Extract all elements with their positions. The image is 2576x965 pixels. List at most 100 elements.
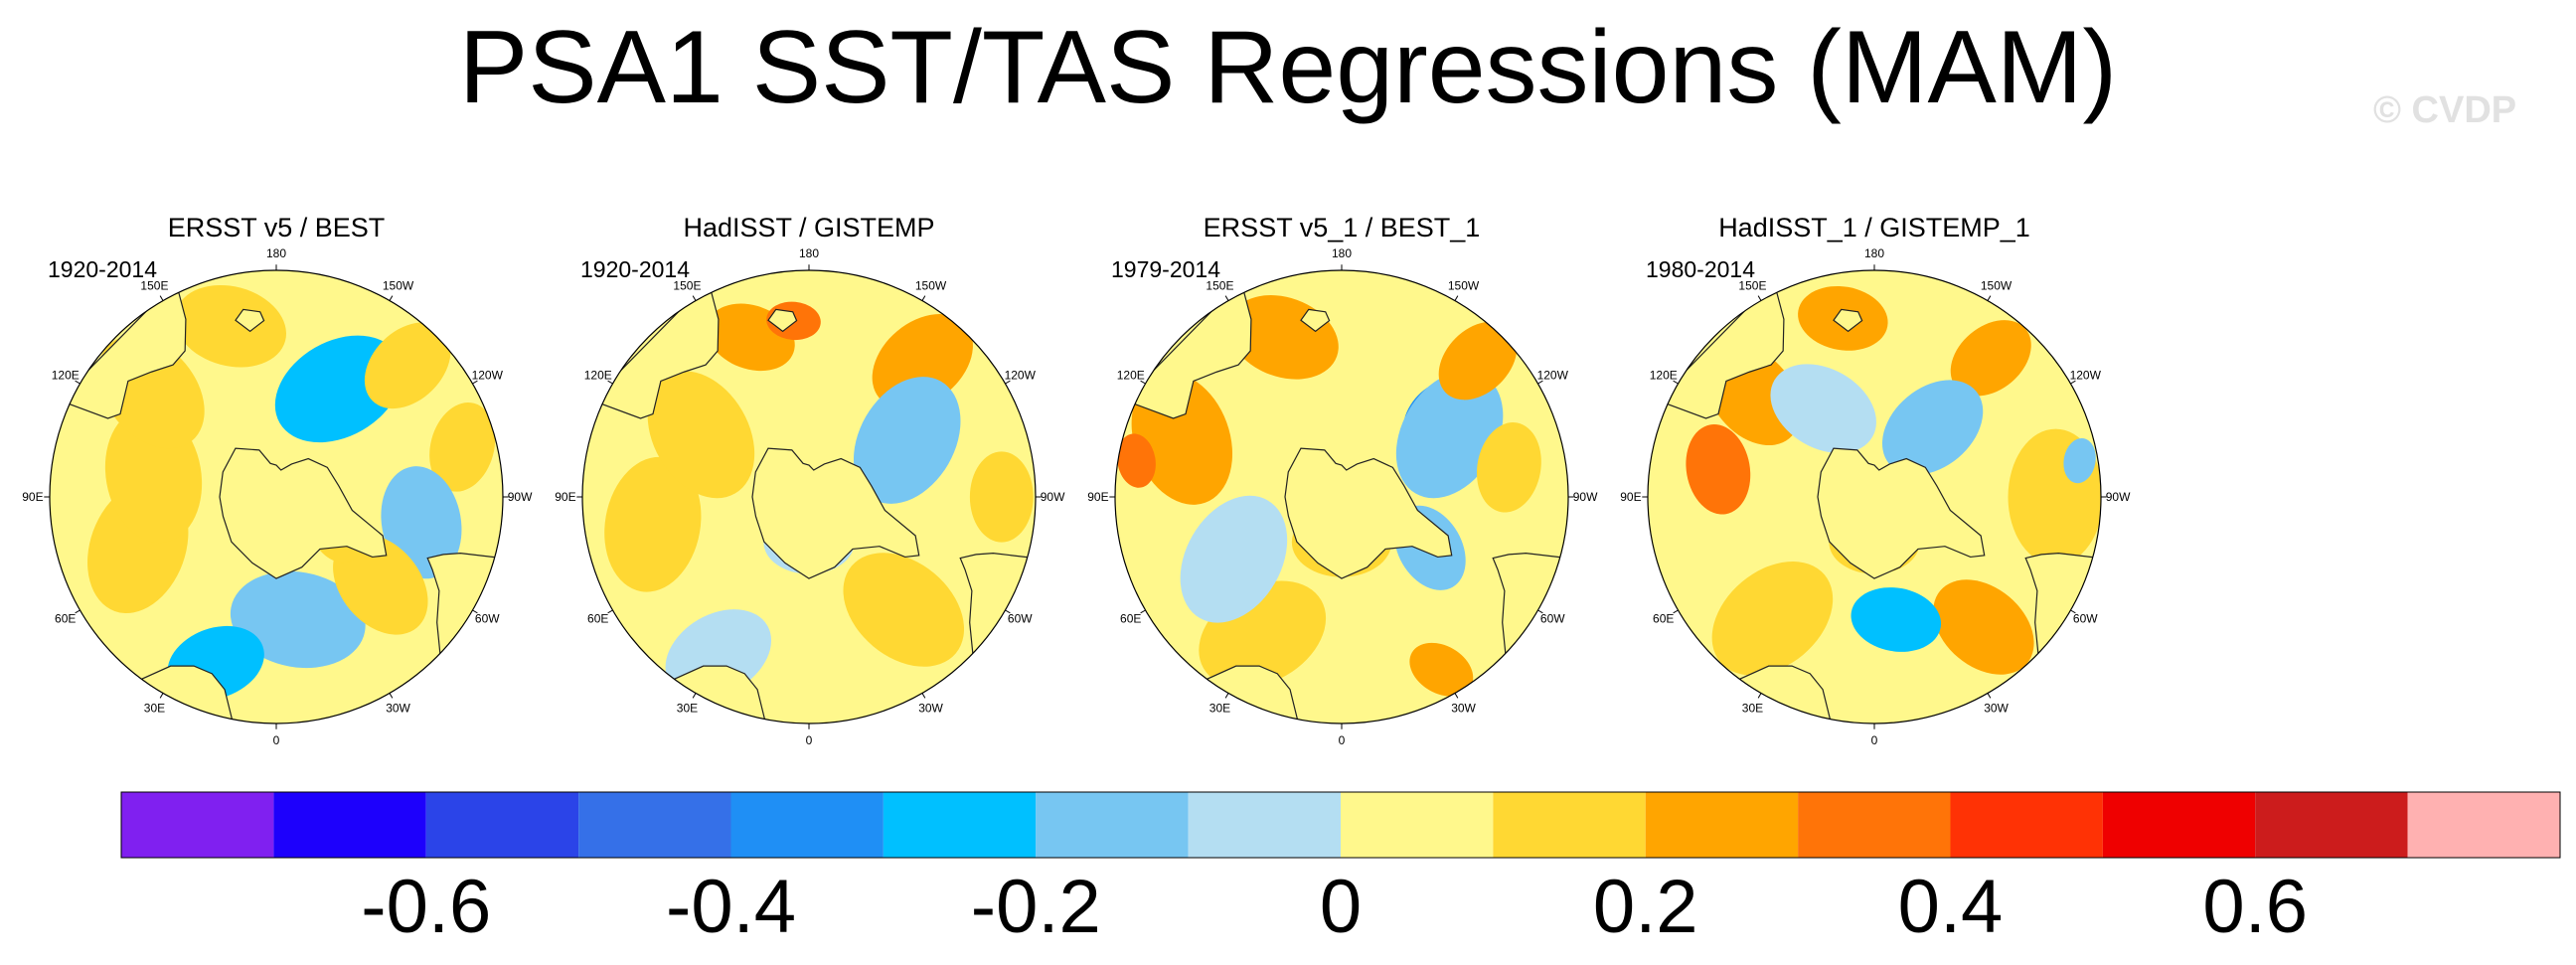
lon-tick bbox=[1224, 295, 1229, 301]
lon-label: 120E bbox=[584, 368, 612, 382]
anomaly-region bbox=[1770, 364, 1876, 453]
coastline bbox=[959, 553, 1036, 671]
colorbar-tick-label: -0.4 bbox=[666, 865, 796, 949]
panel-period: 1980-2014 bbox=[1646, 256, 1755, 282]
lon-tick bbox=[1140, 609, 1146, 614]
panel-title: HadISST / GISTEMP bbox=[683, 213, 934, 242]
lon-tick bbox=[1987, 295, 1992, 301]
coastline bbox=[1656, 279, 1785, 419]
lon-label: 150E bbox=[140, 279, 168, 293]
coastline bbox=[1300, 308, 1331, 333]
colorbar-box bbox=[2255, 792, 2408, 858]
lon-label: 90E bbox=[1620, 490, 1641, 504]
lon-label: 180 bbox=[799, 246, 819, 260]
panel-period: 1920-2014 bbox=[580, 256, 690, 282]
lon-label: 60W bbox=[475, 612, 500, 626]
lon-label: 90E bbox=[1087, 490, 1108, 504]
lon-label: 30E bbox=[144, 701, 165, 715]
map-panel-2: 0 30E 60E 90E 120E 150E 180 150W 120W 90W 60W 30W Ha… bbox=[555, 213, 1065, 747]
colorbar-box bbox=[1341, 792, 1494, 858]
lon-label: 30W bbox=[1451, 701, 1476, 715]
main-title: PSA1 SST/TAS Regressions (MAM) bbox=[458, 10, 2118, 125]
panel-title: ERSST v5 / BEST bbox=[168, 213, 386, 242]
lon-label: 90W bbox=[1573, 490, 1598, 504]
lon-tick bbox=[389, 693, 394, 699]
lon-label: 120E bbox=[52, 368, 80, 382]
lon-label: 90W bbox=[2106, 490, 2131, 504]
lon-label: 30W bbox=[1984, 701, 2009, 715]
lon-label: 0 bbox=[806, 733, 813, 747]
anomaly-region bbox=[174, 284, 286, 368]
lon-tick bbox=[1454, 693, 1459, 699]
coastline bbox=[751, 447, 920, 579]
coastline bbox=[767, 308, 798, 333]
lon-tick bbox=[1140, 380, 1146, 385]
colorbar-box bbox=[730, 792, 884, 858]
lon-tick bbox=[75, 609, 80, 614]
lon-label: 150E bbox=[673, 279, 701, 293]
colorbar-box bbox=[273, 792, 426, 858]
map-panel-1: 0 30E 60E 90E 120E 150E 180 150W 120W 90W 60W 30W ER… bbox=[22, 213, 533, 747]
anomaly-region bbox=[1409, 642, 1474, 697]
lon-label: 60W bbox=[2073, 612, 2098, 626]
lon-label: 180 bbox=[1332, 246, 1352, 260]
colorbar-box bbox=[1188, 792, 1341, 858]
lon-label: 150W bbox=[383, 279, 414, 293]
lon-label: 30W bbox=[386, 701, 410, 715]
anomaly-region bbox=[1686, 424, 1751, 515]
lon-tick bbox=[1537, 609, 1543, 614]
lon-tick bbox=[75, 380, 80, 385]
lon-label: 60E bbox=[1120, 612, 1141, 626]
anomaly-region bbox=[1476, 422, 1541, 513]
colorbar: -0.6 -0.4 -0.2 0 0.2 0.4 0.6 bbox=[120, 791, 2561, 949]
coastline bbox=[1833, 308, 1863, 333]
lon-label: 90E bbox=[22, 490, 43, 504]
lon-label: 60E bbox=[587, 612, 608, 626]
lon-label: 60E bbox=[1653, 612, 1674, 626]
lon-label: 150W bbox=[1448, 279, 1480, 293]
colorbar-box bbox=[1645, 792, 1799, 858]
colorbar-tick-label: -0.6 bbox=[361, 865, 491, 949]
colorbar-tick-label: 0 bbox=[1320, 865, 1362, 949]
anomaly-region bbox=[333, 534, 428, 635]
anomaly-region bbox=[853, 377, 961, 504]
anomaly-region bbox=[230, 570, 366, 669]
lon-tick bbox=[1224, 693, 1229, 699]
lon-label: 90W bbox=[508, 490, 533, 504]
anomaly-region bbox=[647, 371, 755, 499]
lon-label: 120W bbox=[472, 368, 504, 382]
coastline bbox=[1492, 553, 1568, 671]
lon-label: 150E bbox=[1206, 279, 1233, 293]
lon-label: 120E bbox=[1650, 368, 1678, 382]
colorbar-tick-label: 0.2 bbox=[1593, 865, 1698, 949]
anomaly-region bbox=[1933, 579, 2034, 675]
anomaly-region bbox=[1851, 587, 1942, 652]
lon-label: 90E bbox=[555, 490, 575, 504]
lon-tick bbox=[1987, 693, 1992, 699]
lon-label: 90W bbox=[1041, 490, 1065, 504]
colorbar-box bbox=[2407, 792, 2560, 858]
coastline bbox=[235, 308, 265, 333]
panel-period: 1979-2014 bbox=[1111, 256, 1220, 282]
lon-tick bbox=[472, 380, 478, 385]
lon-label: 0 bbox=[1339, 733, 1346, 747]
colorbar-box bbox=[2102, 792, 2256, 858]
colorbar-box bbox=[425, 792, 579, 858]
panel-title: ERSST v5_1 / BEST_1 bbox=[1204, 213, 1481, 242]
lon-tick bbox=[389, 295, 394, 301]
lon-tick bbox=[1454, 295, 1459, 301]
lon-tick bbox=[159, 693, 164, 699]
lon-label: 180 bbox=[1864, 246, 1884, 260]
lon-tick bbox=[159, 295, 164, 301]
anomaly-region bbox=[843, 553, 965, 667]
colorbar-tick-label: 0.6 bbox=[2202, 865, 2308, 949]
watermark-text: © CVDP bbox=[2373, 89, 2517, 131]
colorbar-box bbox=[121, 792, 274, 858]
colorbar-box bbox=[1950, 792, 2103, 858]
coastline bbox=[1284, 447, 1453, 579]
lon-label: 120W bbox=[2070, 368, 2102, 382]
lon-tick bbox=[607, 609, 613, 614]
coastline bbox=[1123, 279, 1252, 419]
lon-label: 120W bbox=[1005, 368, 1037, 382]
